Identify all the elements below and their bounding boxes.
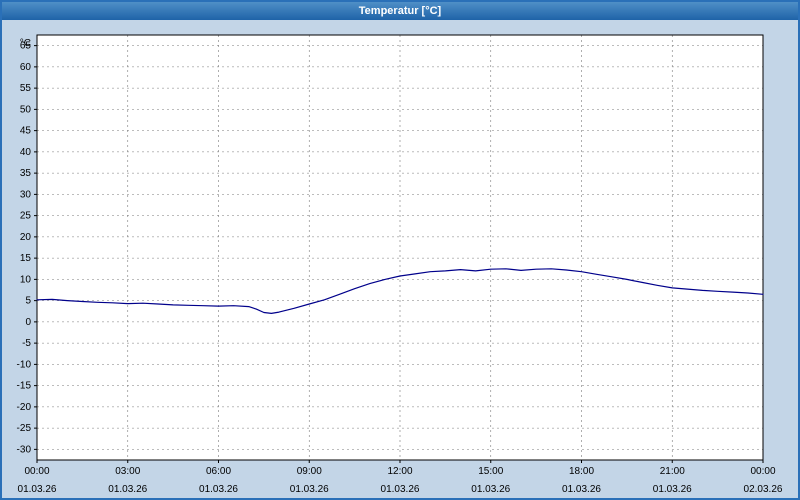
- temperature-chart: 65605550454035302520151050-5-10-15-20-25…: [17, 34, 783, 495]
- y-axis-tick-label: -5: [22, 338, 31, 349]
- y-axis-tick-label: 65: [20, 41, 32, 52]
- y-axis-tick-label: 15: [20, 253, 32, 264]
- y-axis-tick-label: 45: [20, 126, 32, 137]
- x-axis-time-label: 03:00: [115, 466, 140, 477]
- y-axis-tick-label: 35: [20, 168, 32, 179]
- x-axis-date-label: 02.03.26: [744, 484, 783, 495]
- y-axis-tick-label: 50: [20, 104, 32, 115]
- x-axis-date-label: 01.03.26: [562, 484, 601, 495]
- y-axis-tick-label: 0: [25, 317, 31, 328]
- y-axis-tick-label: -10: [17, 359, 32, 370]
- y-axis-tick-label: 55: [20, 83, 32, 94]
- x-axis-time-label: 18:00: [569, 466, 594, 477]
- chart-area: 65 60 55 50 45 40 35 30 25 20 15 10 5 0 -5 -10 -15 -20 -25…: [2, 20, 798, 498]
- y-axis-tick-label: -15: [17, 381, 32, 392]
- window-title: Temperatur [°C]: [358, 5, 442, 17]
- x-axis-time-label: 15:00: [478, 466, 503, 477]
- y-axis-tick-label: 40: [20, 147, 32, 158]
- x-axis-date-label: 01.03.26: [471, 484, 510, 495]
- window-title-bar[interactable]: Temperatur [°C]: [2, 2, 798, 20]
- y-axis-tick-label: 10: [20, 274, 32, 285]
- y-axis-tick-label: 60: [20, 62, 32, 73]
- x-axis-time-label: 00:00: [24, 466, 49, 477]
- y-axis-tick-label: -20: [17, 402, 32, 413]
- x-axis-time-label: 21:00: [660, 466, 685, 477]
- x-axis-date-label: 01.03.26: [18, 484, 57, 495]
- x-axis-date-label: 01.03.26: [653, 484, 692, 495]
- x-axis-date-label: 01.03.26: [199, 484, 238, 495]
- y-axis-tick-label: -30: [17, 444, 32, 455]
- x-axis-time-label: 09:00: [297, 466, 322, 477]
- y-axis-tick-label: 5: [25, 296, 31, 307]
- y-axis-unit-label: °C: [20, 38, 31, 49]
- x-axis-time-label: 06:00: [206, 466, 231, 477]
- x-axis-time-label: 12:00: [387, 466, 412, 477]
- temperature-line: [36, 268, 764, 314]
- x-axis-date-label: 01.03.26: [108, 484, 147, 495]
- y-axis-tick-label: -25: [17, 423, 32, 434]
- x-axis-date-label: 01.03.26: [290, 484, 329, 495]
- y-axis-tick-label: 30: [20, 189, 32, 200]
- y-axis-tick-label: 25: [20, 211, 32, 222]
- x-axis-date-label: 01.03.26: [381, 484, 420, 495]
- x-axis-time-label: 00:00: [750, 466, 775, 477]
- y-axis-tick-label: 20: [20, 232, 32, 243]
